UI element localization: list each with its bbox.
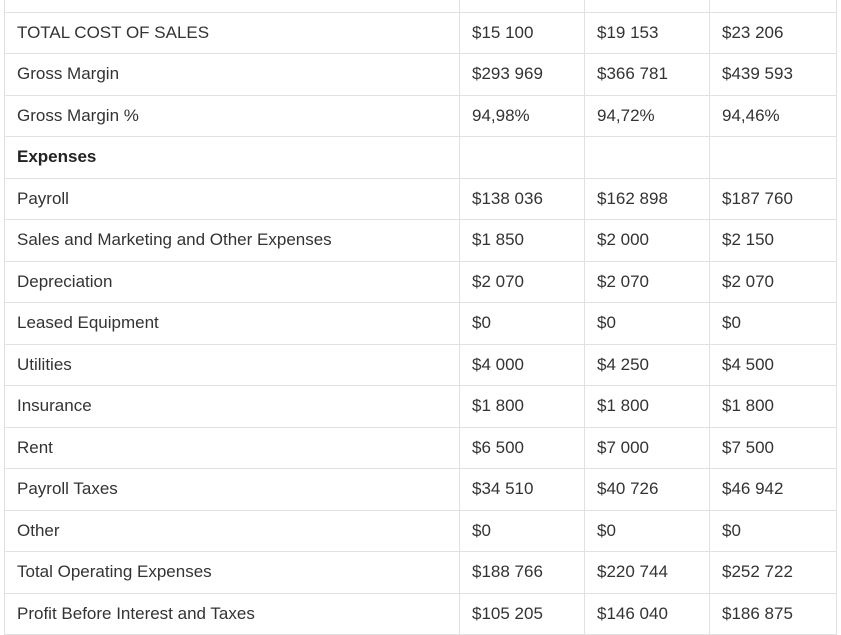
year-1-value: $0	[459, 302, 585, 345]
year-3-value	[709, 0, 837, 13]
row-label: Total Operating Expenses	[4, 551, 460, 594]
year-1-value: $1 800	[459, 385, 585, 428]
profit-and-loss-table: TOTAL COST OF SALES $15 100 $19 153 $23 …	[4, 0, 837, 635]
year-2-value: $162 898	[584, 177, 710, 220]
table-row: Depreciation $2 070 $2 070 $2 070	[4, 260, 837, 303]
year-3-value	[709, 136, 837, 179]
year-3-value: $0	[709, 302, 837, 345]
table-row: Total Operating Expenses $188 766 $220 7…	[4, 551, 837, 594]
year-2-value: $146 040	[584, 592, 710, 635]
year-3-value: $46 942	[709, 468, 837, 511]
year-3-value: $23 206	[709, 11, 837, 54]
row-label: Sales and Marketing and Other Expenses	[4, 219, 460, 262]
year-1-value: $0	[459, 509, 585, 552]
table-row: Rent $6 500 $7 000 $7 500	[4, 426, 837, 469]
year-1-value: $6 500	[459, 426, 585, 469]
year-2-value: $7 000	[584, 426, 710, 469]
year-1-value: $293 969	[459, 53, 585, 96]
row-label: Depreciation	[4, 260, 460, 303]
year-1-value: $1 850	[459, 219, 585, 262]
row-label: Leased Equipment	[4, 302, 460, 345]
year-2-value: $4 250	[584, 343, 710, 386]
year-3-value: $0	[709, 509, 837, 552]
row-label: Profit Before Interest and Taxes	[4, 592, 460, 635]
row-label: Utilities	[4, 343, 460, 386]
year-1-value: $34 510	[459, 468, 585, 511]
table-row: Insurance $1 800 $1 800 $1 800	[4, 385, 837, 428]
year-2-value: 94,72%	[584, 94, 710, 137]
table-row: Profit Before Interest and Taxes $105 20…	[4, 592, 837, 635]
row-label: Rent	[4, 426, 460, 469]
year-1-value: 94,98%	[459, 94, 585, 137]
year-2-value: $366 781	[584, 53, 710, 96]
row-label: TOTAL COST OF SALES	[4, 11, 460, 54]
year-2-value: $0	[584, 509, 710, 552]
table-row: Gross Margin % 94,98% 94,72% 94,46%	[4, 94, 837, 137]
row-label	[4, 0, 460, 13]
year-2-value: $2 000	[584, 219, 710, 262]
table-body: TOTAL COST OF SALES $15 100 $19 153 $23 …	[4, 0, 837, 635]
year-1-value: $105 205	[459, 592, 585, 635]
table-row: Payroll $138 036 $162 898 $187 760	[4, 177, 837, 220]
year-3-value: $187 760	[709, 177, 837, 220]
year-3-value: $2 070	[709, 260, 837, 303]
table-row: Sales and Marketing and Other Expenses $…	[4, 219, 837, 262]
year-1-value: $4 000	[459, 343, 585, 386]
row-label: Payroll Taxes	[4, 468, 460, 511]
table-row	[4, 0, 837, 13]
table-row: Leased Equipment $0 $0 $0	[4, 302, 837, 345]
year-2-value: $19 153	[584, 11, 710, 54]
year-2-value: $1 800	[584, 385, 710, 428]
year-2-value	[584, 136, 710, 179]
year-1-value: $138 036	[459, 177, 585, 220]
row-label: Insurance	[4, 385, 460, 428]
section-header-row: Expenses	[4, 136, 837, 179]
table-row: Utilities $4 000 $4 250 $4 500	[4, 343, 837, 386]
row-label: Gross Margin %	[4, 94, 460, 137]
table-row: TOTAL COST OF SALES $15 100 $19 153 $23 …	[4, 11, 837, 54]
row-label: Other	[4, 509, 460, 552]
year-1-value	[459, 136, 585, 179]
table-row: Other $0 $0 $0	[4, 509, 837, 552]
year-3-value: $7 500	[709, 426, 837, 469]
row-label: Gross Margin	[4, 53, 460, 96]
year-3-value: $252 722	[709, 551, 837, 594]
table-row: Gross Margin $293 969 $366 781 $439 593	[4, 53, 837, 96]
year-2-value: $40 726	[584, 468, 710, 511]
year-2-value: $220 744	[584, 551, 710, 594]
year-1-value: $188 766	[459, 551, 585, 594]
row-label: Payroll	[4, 177, 460, 220]
year-1-value	[459, 0, 585, 13]
year-2-value: $0	[584, 302, 710, 345]
year-3-value: $4 500	[709, 343, 837, 386]
table-row: Payroll Taxes $34 510 $40 726 $46 942	[4, 468, 837, 511]
year-3-value: $439 593	[709, 53, 837, 96]
year-3-value: $2 150	[709, 219, 837, 262]
year-3-value: $186 875	[709, 592, 837, 635]
year-3-value: $1 800	[709, 385, 837, 428]
year-2-value	[584, 0, 710, 13]
section-label: Expenses	[4, 136, 460, 179]
year-1-value: $2 070	[459, 260, 585, 303]
year-2-value: $2 070	[584, 260, 710, 303]
year-3-value: 94,46%	[709, 94, 837, 137]
year-1-value: $15 100	[459, 11, 585, 54]
